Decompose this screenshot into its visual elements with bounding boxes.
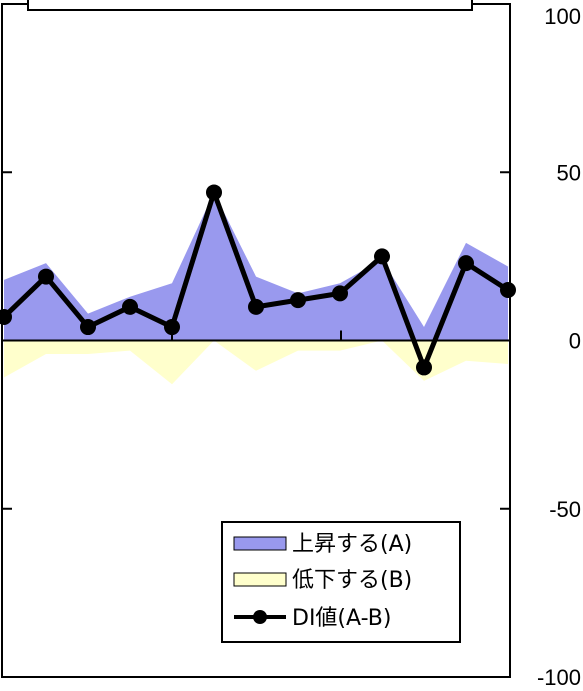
di-point — [416, 359, 432, 375]
y-tick-label: -100 — [537, 665, 581, 690]
legend-label-fall: 低下する(B) — [292, 568, 412, 593]
legend-swatch-fall — [234, 573, 286, 586]
di-point — [332, 285, 348, 301]
di-point — [290, 292, 306, 308]
di-point — [248, 299, 264, 315]
di-point — [500, 282, 516, 298]
di-point — [374, 248, 390, 264]
y-tick-label: 100 — [544, 4, 581, 29]
y-tick-label: 0 — [569, 329, 581, 354]
legend-label-rise: 上昇する(A) — [292, 532, 412, 557]
title-box — [28, 0, 472, 10]
legend: 上昇する(A) 低下する(B) DI値(A-B) — [222, 522, 460, 642]
legend-marker-di — [253, 610, 267, 624]
di-point — [458, 255, 474, 271]
y-tick-label: -50 — [549, 497, 581, 522]
di-point — [122, 299, 138, 315]
di-point — [38, 269, 54, 285]
di-point — [206, 184, 222, 200]
legend-label-di: DI値(A-B) — [292, 606, 391, 631]
legend-swatch-rise — [234, 537, 286, 550]
y-tick-label: 50 — [557, 160, 581, 185]
di-point — [80, 319, 96, 335]
area-layer — [4, 192, 508, 384]
